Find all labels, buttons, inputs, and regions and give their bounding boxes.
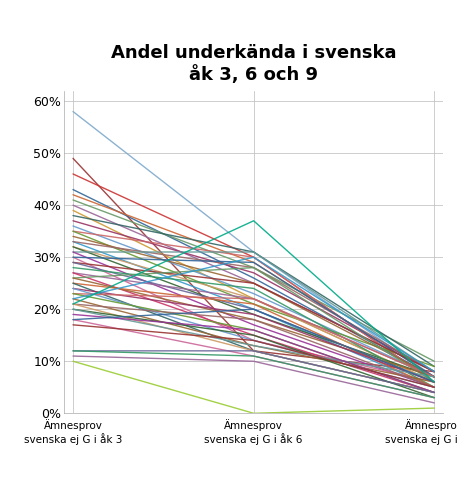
Title: Andel underkända i svenska
åk 3, 6 och 9: Andel underkända i svenska åk 3, 6 och 9 [111, 44, 396, 84]
